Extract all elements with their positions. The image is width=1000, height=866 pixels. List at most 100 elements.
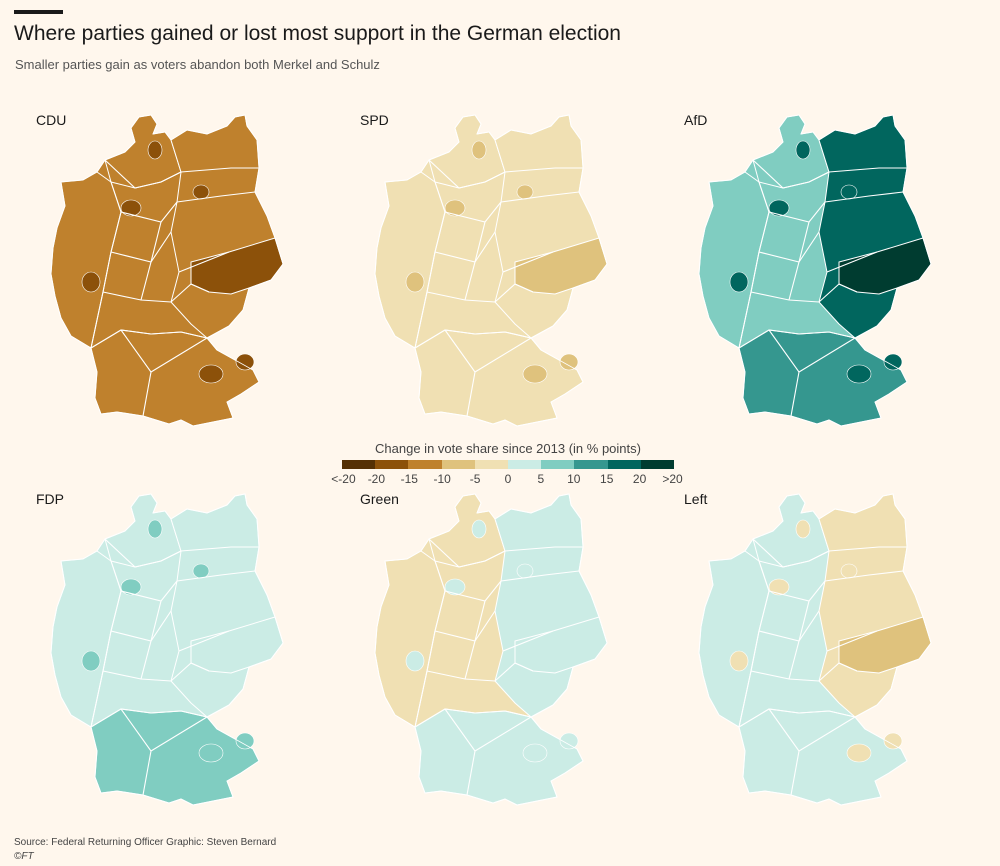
legend-tick-label: -5: [469, 472, 481, 486]
state-border: [824, 191, 904, 203]
state-border: [500, 191, 580, 203]
district-highlight: [846, 364, 872, 384]
district-highlight: [81, 271, 101, 293]
legend-swatch: [541, 460, 575, 469]
map-fdp: FDP: [16, 491, 346, 836]
district-highlight: [198, 364, 224, 384]
district-highlight: [522, 364, 548, 384]
state-border: [798, 716, 856, 752]
district-highlight: [471, 140, 487, 160]
color-legend: Change in vote share since 2013 (in % po…: [331, 441, 682, 486]
legend-color-bar: [342, 460, 675, 469]
legend-tick-label: >20: [662, 472, 683, 486]
map-green: Green: [340, 491, 670, 836]
title-accent-bar: [14, 10, 63, 14]
state-border: [826, 630, 878, 652]
region-north: [104, 114, 182, 189]
region-south: [738, 708, 908, 806]
state-border: [178, 251, 230, 273]
region-north: [428, 114, 506, 189]
district-highlight: [147, 140, 163, 160]
state-border: [180, 167, 259, 173]
region-east: [170, 114, 284, 339]
state-border: [504, 546, 583, 552]
state-border: [502, 630, 554, 652]
copyright-note: ©FT: [14, 851, 34, 862]
district-highlight: [235, 732, 255, 750]
district-highlight: [883, 732, 903, 750]
district-highlight: [559, 353, 579, 371]
district-highlight: [444, 199, 466, 217]
state-border: [474, 337, 532, 373]
state-border: [474, 716, 532, 752]
state-border: [504, 167, 583, 173]
state-border: [90, 329, 208, 349]
legend-tick-label: -10: [433, 472, 451, 486]
state-border: [798, 221, 810, 263]
state-border: [178, 630, 230, 652]
district-highlight: [516, 184, 534, 200]
district-highlight: [120, 578, 142, 596]
germany-map-svg: [374, 493, 608, 806]
district-highlight: [192, 184, 210, 200]
district-highlight: [795, 140, 811, 160]
district-highlight: [81, 650, 101, 672]
map-label-left: Left: [684, 491, 708, 507]
region-east: [818, 493, 932, 718]
legend-tick-label: <-20: [331, 472, 356, 486]
germany-map-svg: [698, 114, 932, 427]
map-afd: AfD: [664, 112, 994, 457]
region-east: [170, 493, 284, 718]
state-border: [150, 600, 162, 642]
state-border: [474, 221, 486, 263]
region-south: [414, 708, 584, 806]
district-highlight: [768, 199, 790, 217]
district-highlight: [729, 650, 749, 672]
legend-swatch: [640, 460, 675, 469]
region-south: [738, 329, 908, 427]
state-border: [738, 708, 856, 728]
state-border: [798, 600, 810, 642]
state-border: [140, 261, 152, 301]
legend-swatch: [474, 460, 509, 469]
state-border: [176, 570, 256, 582]
district-highlight: [883, 353, 903, 371]
map-label-cdu: CDU: [36, 112, 67, 128]
state-border: [752, 538, 830, 568]
source-note: Source: Federal Returning Officer Graphi…: [14, 837, 277, 848]
state-border: [824, 570, 904, 582]
legend-swatch: [574, 460, 608, 469]
country-outline: [374, 493, 608, 806]
legend-tick-label: 0: [504, 472, 512, 486]
germany-map-svg: [50, 114, 284, 427]
country-outline: [698, 493, 932, 806]
district-highlight: [840, 184, 858, 200]
map-label-spd: SPD: [360, 112, 389, 128]
region-north: [428, 493, 506, 568]
state-border: [414, 708, 532, 728]
state-border: [494, 283, 534, 303]
state-border: [104, 538, 182, 568]
state-border: [738, 329, 856, 349]
region-north: [104, 493, 182, 568]
district-highlight: [147, 519, 163, 539]
chart-subtitle: Smaller parties gain as voters abandon b…: [15, 57, 380, 72]
map-label-afd: AfD: [684, 112, 708, 128]
state-border: [494, 662, 534, 682]
state-border: [150, 716, 208, 752]
district-highlight: [846, 743, 872, 763]
region-east: [818, 114, 932, 339]
state-border: [752, 159, 830, 189]
state-border: [464, 640, 476, 680]
state-border: [140, 640, 152, 680]
district-highlight: [522, 743, 548, 763]
district-highlight: [840, 563, 858, 579]
country-outline: [50, 493, 284, 806]
state-border: [818, 283, 858, 303]
state-border: [818, 662, 858, 682]
chart-title: Where parties gained or lost most suppor…: [14, 22, 621, 45]
district-highlight: [795, 519, 811, 539]
district-highlight: [405, 650, 425, 672]
legend-tick-label: 10: [567, 472, 581, 486]
country-outline: [374, 114, 608, 427]
